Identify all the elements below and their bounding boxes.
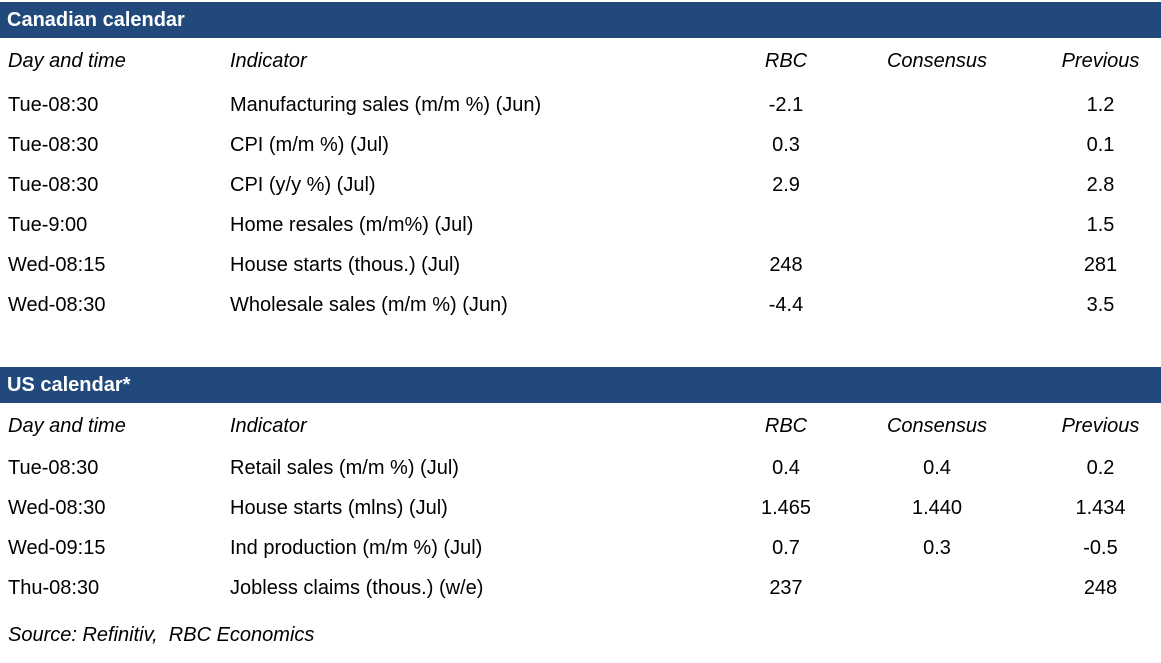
column-header-day-and-time: Day and time (8, 49, 126, 72)
table-body: Tue-08:30 Manufacturing sales (m/m %) (Ju… (0, 85, 1161, 325)
cell-day: Thu-08:30 (8, 576, 100, 599)
cell-day: Wed-08:30 (8, 496, 106, 519)
cell-previous: 1.434 (1075, 496, 1126, 519)
cell-indicator: Retail sales (m/m %) (Jul) (230, 456, 459, 479)
table-row: Tue-08:30 Manufacturing sales (m/m %) (Ju… (0, 85, 1161, 125)
cell-previous: 0.2 (1086, 456, 1115, 479)
cell-previous: 1.5 (1086, 213, 1115, 236)
table-row: Wed-09:15 Ind production (m/m %) (Jul) 0.7… (0, 528, 1161, 568)
cell-consensus: 0.3 (923, 536, 951, 559)
cell-indicator: Wholesale sales (m/m %) (Jun) (230, 293, 508, 316)
cell-day: Tue-08:30 (8, 456, 99, 479)
cell-rbc: 237 (769, 576, 803, 599)
table-row: Thu-08:30 Jobless claims (thous.) (w/e) 23… (0, 568, 1161, 608)
cell-indicator: Home resales (m/m%) (Jul) (230, 213, 474, 236)
cell-indicator: Jobless claims (thous.) (w/e) (230, 576, 484, 599)
cell-indicator: Ind production (m/m %) (Jul) (230, 536, 483, 559)
column-header-indicator: Indicator (230, 49, 307, 72)
cell-consensus: 1.440 (911, 496, 963, 519)
section-title: Canadian calendar (7, 8, 185, 31)
table-body: Tue-08:30 Retail sales (m/m %) (Jul) 0.4 0.… (0, 448, 1161, 608)
cell-day: Wed-09:15 (8, 536, 106, 559)
cell-indicator: House starts (thous.) (Jul) (230, 253, 461, 276)
column-header-row: Day and time Indicator RBC Consensus Pre… (0, 406, 1161, 446)
us-calendar-section: US calendar* Day and time Indicator RBC … (0, 367, 1161, 608)
cell-day: Wed-08:15 (8, 253, 106, 276)
column-header-indicator: Indicator (230, 414, 307, 437)
cell-day: Tue-08:30 (8, 173, 99, 196)
column-header-previous: Previous (1061, 414, 1140, 437)
column-header-day-and-time: Day and time (8, 414, 126, 437)
cell-day: Tue-9:00 (8, 213, 88, 236)
cell-rbc: -4.4 (768, 293, 804, 316)
cell-rbc: 2.9 (772, 173, 800, 196)
cell-day: Wed-08:30 (8, 293, 106, 316)
table-row: Tue-08:30 CPI (m/m %) (Jul) 0.3 0.1 (0, 125, 1161, 165)
cell-previous: -0.5 (1083, 536, 1118, 559)
cell-previous: 2.8 (1086, 173, 1115, 196)
column-header-rbc: RBC (764, 414, 808, 437)
column-header-consensus: Consensus (886, 414, 988, 437)
table-row: Tue-9:00 Home resales (m/m%) (Jul) 1.5 (0, 205, 1161, 245)
table-row: Wed-08:30 Wholesale sales (m/m %) (Jun) -4… (0, 285, 1161, 325)
column-header-consensus: Consensus (886, 49, 988, 72)
table-row: Tue-08:30 Retail sales (m/m %) (Jul) 0.4 0.… (0, 448, 1161, 488)
table-row: Wed-08:15 House starts (thous.) (Jul) 248 2… (0, 245, 1161, 285)
cell-previous: 0.1 (1086, 133, 1115, 156)
section-header-bar: Canadian calendar (0, 2, 1161, 38)
cell-day: Tue-08:30 (8, 133, 99, 156)
cell-indicator: House starts (mlns) (Jul) (230, 496, 448, 519)
section-title: US calendar* (7, 373, 131, 396)
cell-indicator: CPI (y/y %) (Jul) (230, 173, 376, 196)
column-header-row: Day and time Indicator RBC Consensus Pre… (0, 41, 1161, 81)
column-header-previous: Previous (1061, 49, 1140, 72)
table-row: Wed-08:30 House starts (mlns) (Jul) 1.465 1… (0, 488, 1161, 528)
cell-consensus: 0.4 (923, 456, 951, 479)
cell-rbc: 0.3 (772, 133, 800, 156)
column-header-rbc: RBC (764, 49, 808, 72)
cell-previous: 1.2 (1086, 93, 1115, 116)
cell-previous: 248 (1083, 576, 1118, 599)
table-row: Tue-08:30 CPI (y/y %) (Jul) 2.9 2.8 (0, 165, 1161, 205)
section-header-bar: US calendar* (0, 367, 1161, 403)
cell-rbc: 1.465 (760, 496, 812, 519)
cell-rbc: 0.7 (772, 536, 800, 559)
cell-day: Tue-08:30 (8, 93, 99, 116)
cell-previous: 281 (1083, 253, 1118, 276)
cell-indicator: CPI (m/m %) (Jul) (230, 133, 389, 156)
cell-rbc: 0.4 (772, 456, 800, 479)
cell-indicator: Manufacturing sales (m/m %) (Jun) (230, 93, 542, 116)
cell-rbc: 248 (769, 253, 803, 276)
source-note: Source: Refinitiv, RBC Economics (8, 624, 315, 646)
canadian-calendar-section: Canadian calendar Day and time Indicator… (0, 0, 1161, 325)
cell-previous: 3.5 (1086, 293, 1115, 316)
cell-rbc: -2.1 (768, 93, 804, 116)
